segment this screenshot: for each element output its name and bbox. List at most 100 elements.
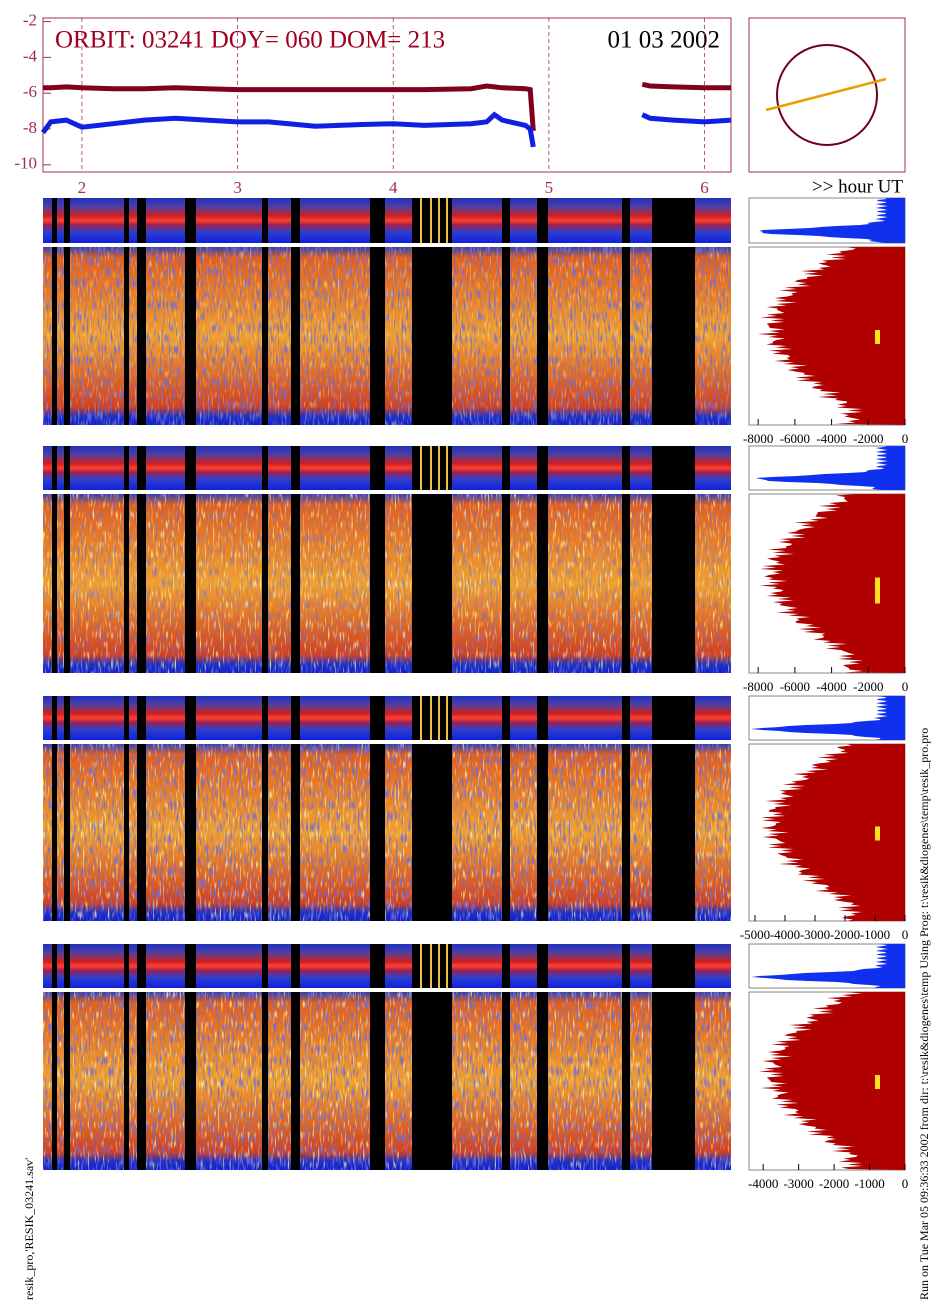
gap xyxy=(124,696,129,740)
gap xyxy=(652,247,695,425)
gap xyxy=(64,744,70,921)
hist-tick-label: -4000 xyxy=(748,1176,778,1191)
gap xyxy=(137,198,146,243)
gap xyxy=(52,696,57,740)
hist-tick-label: -3000 xyxy=(783,1176,813,1191)
gap xyxy=(185,944,196,988)
hist-tick-label: 0 xyxy=(902,679,909,694)
x-tick-label: 3 xyxy=(233,178,242,197)
gap xyxy=(291,446,300,490)
gap xyxy=(291,198,300,243)
gap xyxy=(262,696,268,740)
gap xyxy=(412,247,452,425)
orbit-circle xyxy=(776,44,878,146)
hist-tick-label: -4000 xyxy=(816,679,846,694)
strip-line xyxy=(420,446,422,490)
hist-red xyxy=(759,494,905,673)
y-tick-label: -8 xyxy=(23,118,37,137)
gap xyxy=(262,992,268,1170)
gap xyxy=(412,744,452,921)
strip-line xyxy=(420,198,422,243)
hist-tick-label: -4000 xyxy=(816,431,846,446)
gap xyxy=(137,247,146,425)
hist-blue xyxy=(759,198,905,243)
gap xyxy=(52,944,57,988)
gap xyxy=(537,446,548,490)
gap xyxy=(262,446,268,490)
strip-line xyxy=(446,446,448,490)
y-tick-label: -6 xyxy=(23,82,37,101)
gap xyxy=(370,744,385,921)
gap xyxy=(537,247,548,425)
gap xyxy=(502,696,510,740)
gap xyxy=(124,198,129,243)
gap xyxy=(652,494,695,673)
x-axis-label: >> hour UT xyxy=(812,176,903,197)
speckle xyxy=(43,992,731,1170)
hist-tick-label: -8000 xyxy=(743,679,773,694)
strip-line xyxy=(438,446,440,490)
gap xyxy=(64,446,70,490)
gap xyxy=(412,494,452,673)
gap xyxy=(622,992,630,1170)
hist-tick-label: 0 xyxy=(902,927,909,942)
hist-tick-label: -6000 xyxy=(780,679,810,694)
hist-tick-label: 0 xyxy=(902,1176,909,1191)
gap xyxy=(185,696,196,740)
gap xyxy=(291,992,300,1170)
gap xyxy=(537,494,548,673)
hist-tick-label: -1000 xyxy=(860,927,890,942)
gap xyxy=(622,446,630,490)
gap xyxy=(622,944,630,988)
gap xyxy=(185,744,196,921)
gap xyxy=(412,992,452,1170)
plot-frame xyxy=(42,17,732,173)
strip-line xyxy=(430,446,432,490)
gap xyxy=(64,696,70,740)
gap xyxy=(124,247,129,425)
gap xyxy=(137,944,146,988)
gap xyxy=(137,494,146,673)
strip-line xyxy=(420,696,422,740)
gap xyxy=(622,247,630,425)
speckle xyxy=(43,247,731,425)
x-tick-label: 6 xyxy=(700,178,709,197)
gap xyxy=(185,247,196,425)
gap xyxy=(137,446,146,490)
gap xyxy=(622,696,630,740)
gap xyxy=(370,247,385,425)
gap xyxy=(291,696,300,740)
speckle xyxy=(43,744,731,921)
strip-line xyxy=(430,198,432,243)
date: 01 03 2002 xyxy=(608,27,721,54)
strip-line xyxy=(438,944,440,988)
gap xyxy=(502,198,510,243)
gap xyxy=(52,992,57,1170)
speckle xyxy=(43,494,731,673)
gap xyxy=(537,744,548,921)
x-tick-label: 2 xyxy=(78,178,87,197)
gap xyxy=(502,247,510,425)
y-tick-label: -10 xyxy=(14,154,37,173)
gap xyxy=(64,992,70,1170)
gap xyxy=(262,494,268,673)
gap xyxy=(537,198,548,243)
hist-tick-label: -5000 xyxy=(740,927,770,942)
strip-line xyxy=(446,198,448,243)
gap xyxy=(64,944,70,988)
gap xyxy=(137,992,146,1170)
hist-tick-label: -2000 xyxy=(853,679,883,694)
gap xyxy=(652,992,695,1170)
gap xyxy=(185,494,196,673)
gap xyxy=(52,247,57,425)
series-line xyxy=(40,111,732,148)
gap xyxy=(137,696,146,740)
hist-tick-label: -2000 xyxy=(819,1176,849,1191)
hist-red xyxy=(758,992,905,1170)
strip-line xyxy=(420,944,422,988)
hist-tick-label: -2000 xyxy=(830,927,860,942)
gap xyxy=(291,944,300,988)
gap xyxy=(185,446,196,490)
gap xyxy=(52,744,57,921)
